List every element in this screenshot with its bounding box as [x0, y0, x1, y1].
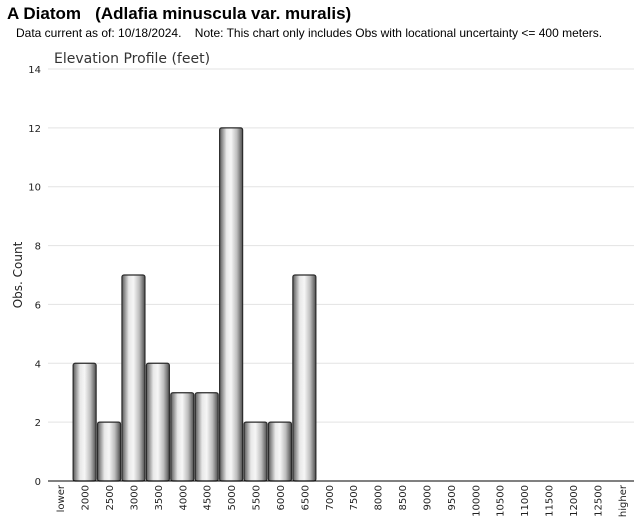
- bar: [72, 362, 97, 482]
- x-tick-label: 2000: [81, 485, 92, 510]
- x-tick-labels: lower 2000 2500 3000 3500 4000 4500 5000 5500 600…: [56, 484, 629, 517]
- y-tick-label: 12: [28, 124, 41, 135]
- x-tick-label: 8500: [398, 485, 409, 510]
- bar: [96, 421, 122, 482]
- x-tick-label: 10000: [471, 485, 482, 517]
- x-tick-label: 5500: [252, 485, 263, 510]
- data-note: Data current as of: 10/18/2024. Note: Th…: [16, 26, 603, 40]
- x-tick-label: 3500: [154, 485, 165, 510]
- bar: [267, 421, 293, 482]
- y-tick-label: 2: [35, 418, 41, 429]
- y-tick-label: 4: [35, 359, 41, 370]
- x-tick-label: 2500: [105, 485, 116, 510]
- x-tick-label: 7500: [349, 485, 360, 510]
- bar: [170, 392, 195, 482]
- chart-title: Elevation Profile (feet): [54, 51, 210, 67]
- x-tick-label: 11500: [545, 485, 556, 517]
- x-tick-label: 6000: [276, 485, 287, 510]
- x-tick-label: 6500: [300, 485, 311, 510]
- x-tick-label: 8000: [374, 485, 385, 510]
- bar: [194, 392, 219, 482]
- x-tick-label: 4000: [178, 485, 189, 510]
- y-tick-label: 0: [35, 477, 41, 488]
- bar: [219, 127, 244, 482]
- bar: [243, 421, 268, 482]
- y-tick-label: 8: [35, 242, 41, 253]
- x-tick-label: lower: [56, 484, 67, 512]
- y-tick-label: 10: [28, 183, 41, 194]
- x-tick-label: 9000: [422, 485, 433, 510]
- y-axis-label: Obs. Count: [11, 241, 25, 308]
- x-tick-label: 11000: [520, 485, 531, 517]
- x-tick-label: 10500: [496, 485, 507, 517]
- bars: [72, 127, 317, 482]
- x-tick-label: 5000: [227, 485, 238, 510]
- y-tick-labels: 0 2 4 6 8 10 12 14: [28, 65, 41, 488]
- x-tick-label: higher: [618, 484, 629, 517]
- x-tick-label: 12500: [593, 485, 604, 517]
- grid-layer: [48, 68, 634, 423]
- x-tick-label: 12000: [569, 485, 580, 517]
- page-title: A Diatom (Adlafia minuscula var. muralis…: [7, 4, 352, 23]
- x-tick-label: 7000: [325, 485, 336, 510]
- bar: [121, 274, 146, 482]
- x-tick-label: 9500: [447, 485, 458, 510]
- bar: [145, 362, 170, 482]
- x-tick-label: 3000: [129, 485, 140, 510]
- y-tick-label: 6: [35, 300, 41, 311]
- bar: [292, 274, 317, 482]
- x-tick-label: 4500: [203, 485, 214, 510]
- y-tick-label: 14: [28, 65, 41, 76]
